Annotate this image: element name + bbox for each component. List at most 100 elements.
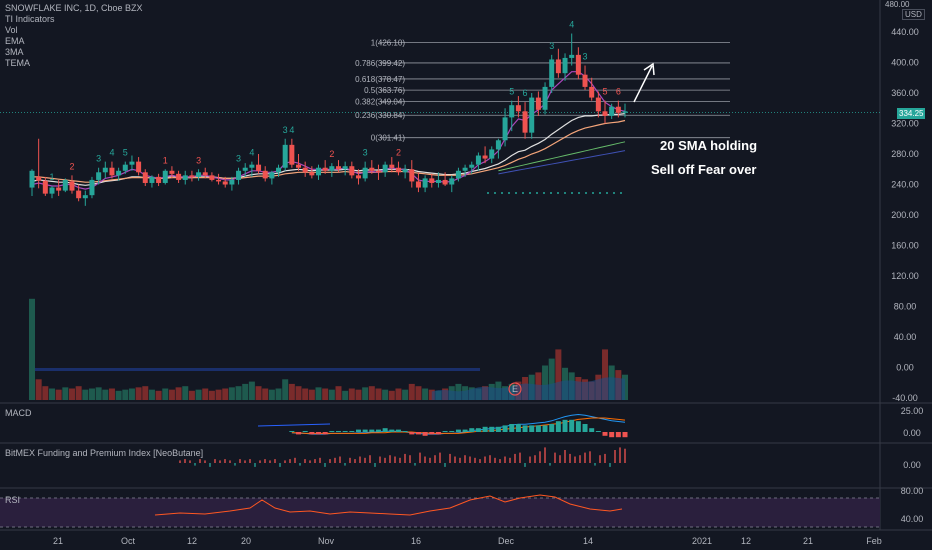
support-dot	[606, 192, 608, 194]
fib-label: 0.5(363.76)	[364, 86, 405, 95]
volume-bar	[542, 365, 549, 400]
funding-title[interactable]: BitMEX Funding and Premium Index [NeoBut…	[5, 448, 204, 458]
macd-histogram-bar	[569, 419, 575, 432]
indicator-3ma[interactable]: 3MA	[5, 47, 24, 57]
macd-histogram-bar	[482, 426, 488, 432]
indicator-vol[interactable]: Vol	[5, 25, 18, 35]
sequential-count: 2	[329, 149, 334, 159]
volume-bar	[195, 389, 202, 400]
symbol-title[interactable]: SNOWFLAKE INC, 1D, Cboe BZX	[5, 3, 143, 13]
macd-histogram-bar	[555, 421, 561, 432]
fib-label: 0.382(349.04)	[355, 97, 405, 106]
sequential-count: 2	[396, 148, 401, 158]
volume-bar	[228, 387, 235, 400]
sequential-count: 3	[236, 154, 241, 164]
support-dot	[529, 192, 531, 194]
macd-histogram-bar	[449, 431, 455, 432]
candle-body	[216, 179, 222, 182]
sequential-count: 4	[249, 148, 254, 158]
volume-bar	[142, 386, 149, 400]
volume-bar	[42, 386, 49, 400]
volume-bar	[295, 386, 302, 400]
volume-bar	[335, 386, 342, 400]
candle-body	[189, 175, 195, 177]
sequential-count: 5	[509, 87, 514, 97]
macd-histogram-bar	[349, 431, 355, 432]
macd-histogram-bar	[622, 432, 628, 438]
volume-bar	[162, 388, 169, 400]
candle-body	[102, 167, 108, 173]
candle-body	[429, 178, 435, 183]
volume-bar	[368, 386, 375, 400]
candle-body	[169, 170, 175, 174]
candle-body	[375, 170, 381, 173]
macd-histogram-bar	[455, 429, 461, 432]
support-dot	[536, 192, 538, 194]
currency-badge[interactable]: USD	[902, 9, 925, 20]
candle-body	[602, 111, 608, 116]
support-dot	[613, 192, 615, 194]
candle-body	[49, 187, 55, 194]
candle-body	[549, 59, 555, 87]
macd-histogram-bar	[562, 419, 568, 432]
macd-histogram-bar	[515, 424, 521, 432]
sequential-count: 3	[196, 155, 201, 165]
support-dot	[564, 192, 566, 194]
time-axis-label: 12	[187, 536, 197, 546]
macd-histogram-bar	[535, 425, 541, 432]
candle-body	[262, 170, 268, 179]
volume-bar	[548, 358, 555, 400]
volume-ma-band	[35, 368, 480, 371]
sequential-count: 3	[549, 41, 554, 51]
annotation-line1[interactable]: 20 SMA holding	[660, 138, 757, 153]
sequential-count: 3	[96, 154, 101, 164]
macd-histogram-bar	[362, 429, 368, 432]
candle-body	[309, 172, 315, 176]
rsi-title[interactable]: RSI	[5, 495, 21, 505]
candle-body	[609, 106, 615, 116]
macd-histogram-bar	[595, 431, 601, 432]
volume-bar	[275, 388, 282, 400]
annotation-line2[interactable]: Sell off Fear over	[651, 162, 756, 177]
candle-body	[502, 117, 508, 141]
indicator-ti[interactable]: TI Indicators	[5, 14, 55, 24]
macd-title[interactable]: MACD	[5, 408, 32, 418]
volume-bar	[308, 389, 315, 400]
macd-histogram-bar	[309, 432, 315, 435]
candle-body	[122, 164, 128, 171]
macd-histogram-bar	[422, 432, 428, 436]
support-dot	[599, 192, 601, 194]
rsi-band	[0, 498, 880, 527]
candle-body	[355, 175, 361, 179]
candle-body	[529, 97, 535, 133]
support-dot	[571, 192, 573, 194]
candle-body	[242, 167, 248, 171]
candle-body	[62, 179, 68, 191]
indicator-tema[interactable]: TEMA	[5, 58, 31, 68]
candle-body	[116, 170, 122, 176]
support-dot	[550, 192, 552, 194]
indicator-ema[interactable]: EMA	[5, 36, 25, 46]
volume-bar	[602, 349, 609, 400]
candle-body	[82, 195, 88, 199]
rsi-tick-label: 40.00	[901, 514, 924, 524]
volume-bar	[48, 388, 55, 400]
price-tick-label: -40.00	[892, 393, 918, 403]
macd-histogram-bar	[389, 429, 395, 432]
time-axis-label: 21	[803, 536, 813, 546]
support-dot	[543, 192, 545, 194]
candle-body	[489, 149, 495, 159]
volume-bar	[88, 388, 95, 400]
support-dot	[557, 192, 559, 194]
volume-bar	[128, 388, 135, 400]
fib-label: 0.236(330.84)	[355, 111, 405, 120]
macd-histogram-bar	[575, 421, 581, 432]
candle-body	[415, 181, 421, 188]
volume-bar	[155, 390, 162, 400]
volume-bar	[248, 381, 255, 400]
candle-body	[495, 140, 501, 150]
volume-bar	[102, 389, 109, 400]
support-dot	[494, 192, 496, 194]
volume-bar	[422, 388, 429, 400]
